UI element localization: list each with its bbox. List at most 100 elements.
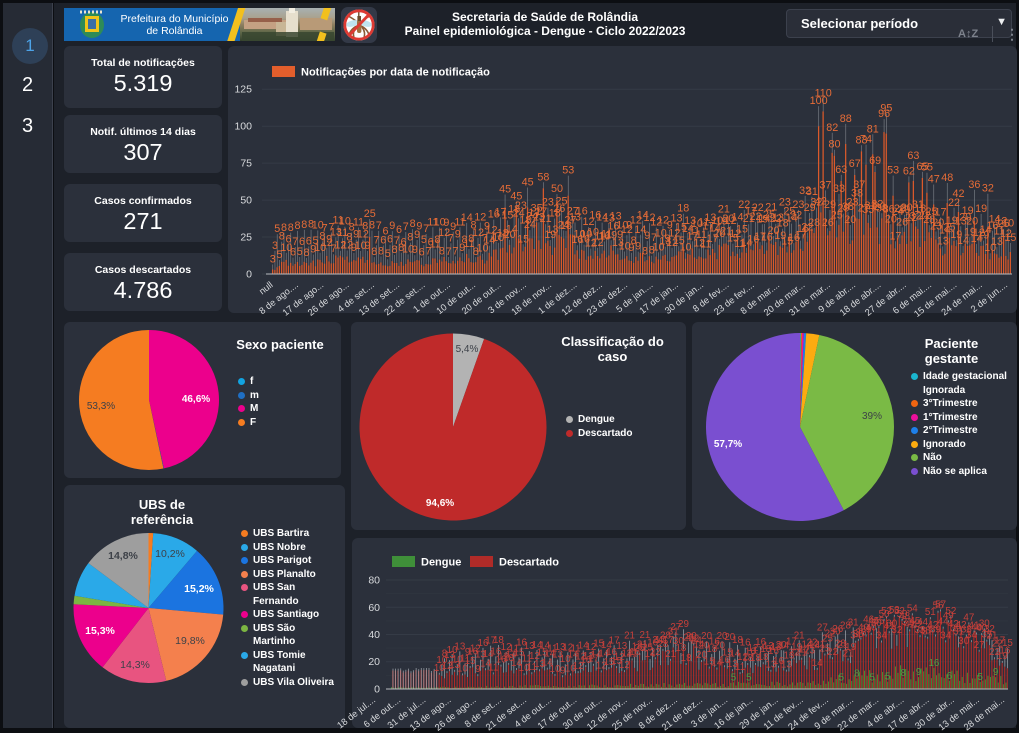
svg-text:22: 22: [752, 202, 764, 214]
svg-text:12: 12: [643, 212, 655, 224]
svg-text:10: 10: [402, 243, 414, 255]
svg-text:14: 14: [568, 649, 579, 660]
svg-text:36: 36: [968, 179, 980, 191]
svg-text:12: 12: [341, 240, 353, 252]
svg-text:29: 29: [898, 204, 910, 216]
svg-text:23: 23: [847, 196, 859, 208]
svg-text:13: 13: [546, 224, 558, 236]
svg-text:15: 15: [736, 223, 748, 235]
svg-text:17: 17: [889, 230, 901, 242]
svg-text:80: 80: [368, 575, 380, 587]
svg-text:14: 14: [731, 212, 743, 224]
svg-text:8: 8: [473, 246, 479, 258]
svg-text:Notificações por data de notif: Notificações por data de notificação: [301, 67, 490, 79]
svg-text:17: 17: [663, 635, 674, 646]
svg-text:6: 6: [401, 237, 407, 249]
svg-text:50: 50: [551, 183, 563, 195]
svg-text:9: 9: [617, 229, 623, 241]
svg-text:12: 12: [693, 237, 705, 249]
svg-text:12: 12: [442, 661, 453, 672]
svg-text:16: 16: [490, 646, 501, 657]
svg-text:21: 21: [718, 204, 730, 216]
svg-text:14: 14: [939, 225, 951, 237]
svg-text:11: 11: [696, 229, 707, 241]
svg-text:42: 42: [927, 620, 938, 631]
svg-text:26: 26: [896, 216, 908, 228]
svg-text:3: 3: [272, 240, 278, 252]
svg-text:52: 52: [945, 606, 956, 617]
svg-text:40: 40: [368, 629, 380, 641]
svg-text:10: 10: [452, 654, 463, 665]
svg-text:65: 65: [916, 161, 928, 173]
svg-text:17: 17: [485, 636, 496, 647]
svg-text:55: 55: [921, 162, 933, 174]
svg-text:41: 41: [884, 621, 895, 632]
svg-text:17: 17: [535, 206, 547, 218]
svg-text:5: 5: [313, 235, 319, 247]
svg-text:16: 16: [467, 646, 478, 657]
svg-text:23: 23: [533, 211, 545, 223]
svg-text:9: 9: [351, 242, 357, 254]
svg-text:23: 23: [804, 645, 815, 656]
svg-text:49: 49: [943, 610, 954, 621]
svg-text:7: 7: [651, 232, 657, 244]
svg-text:16: 16: [999, 646, 1010, 657]
svg-text:8: 8: [900, 668, 906, 679]
svg-text:19: 19: [964, 226, 976, 238]
svg-text:52: 52: [881, 606, 892, 617]
svg-text:16: 16: [928, 658, 939, 669]
svg-text:18: 18: [750, 653, 761, 664]
svg-text:11: 11: [454, 216, 465, 228]
svg-text:8: 8: [346, 231, 352, 243]
svg-text:30: 30: [979, 618, 990, 629]
svg-text:45: 45: [510, 190, 522, 202]
svg-text:11: 11: [333, 215, 344, 227]
svg-text:9: 9: [326, 233, 332, 245]
svg-text:8: 8: [468, 233, 474, 245]
svg-text:8: 8: [461, 234, 467, 246]
svg-text:14: 14: [637, 210, 649, 222]
svg-text:19: 19: [962, 205, 974, 217]
svg-text:6: 6: [382, 225, 388, 237]
svg-text:30: 30: [830, 627, 841, 638]
svg-text:9: 9: [414, 229, 420, 241]
svg-text:0: 0: [246, 269, 252, 281]
svg-text:17: 17: [754, 231, 766, 243]
svg-text:95: 95: [880, 103, 892, 115]
svg-text:null: null: [257, 280, 275, 297]
svg-text:6: 6: [290, 247, 296, 259]
svg-text:13: 13: [330, 226, 342, 238]
svg-text:39: 39: [951, 624, 962, 635]
svg-text:67: 67: [849, 158, 861, 170]
svg-text:7: 7: [322, 223, 328, 235]
svg-text:16: 16: [606, 647, 617, 658]
svg-text:13: 13: [612, 237, 624, 249]
svg-text:9: 9: [416, 221, 422, 233]
svg-text:28: 28: [923, 214, 935, 226]
svg-text:14: 14: [729, 649, 740, 660]
svg-text:25: 25: [819, 644, 830, 655]
svg-text:13: 13: [937, 235, 949, 247]
svg-text:14: 14: [596, 212, 608, 224]
svg-text:24: 24: [526, 210, 538, 222]
svg-text:5,4%: 5,4%: [456, 344, 479, 355]
svg-text:18: 18: [732, 635, 743, 646]
svg-text:20: 20: [768, 225, 780, 237]
svg-text:9: 9: [993, 667, 998, 678]
svg-text:13: 13: [781, 660, 792, 671]
svg-text:18: 18: [681, 653, 692, 664]
svg-text:13: 13: [771, 642, 782, 653]
svg-text:8: 8: [369, 220, 375, 232]
svg-text:38: 38: [842, 201, 854, 213]
svg-text:20: 20: [717, 631, 728, 642]
svg-text:9: 9: [628, 242, 634, 254]
svg-text:53: 53: [889, 605, 900, 616]
svg-text:22: 22: [905, 212, 917, 224]
svg-text:11: 11: [547, 644, 557, 655]
svg-text:36: 36: [883, 203, 895, 215]
svg-text:13: 13: [475, 650, 486, 661]
svg-text:11: 11: [337, 227, 348, 239]
svg-text:10: 10: [457, 663, 468, 674]
svg-text:14: 14: [645, 649, 656, 660]
svg-text:20: 20: [368, 656, 380, 668]
